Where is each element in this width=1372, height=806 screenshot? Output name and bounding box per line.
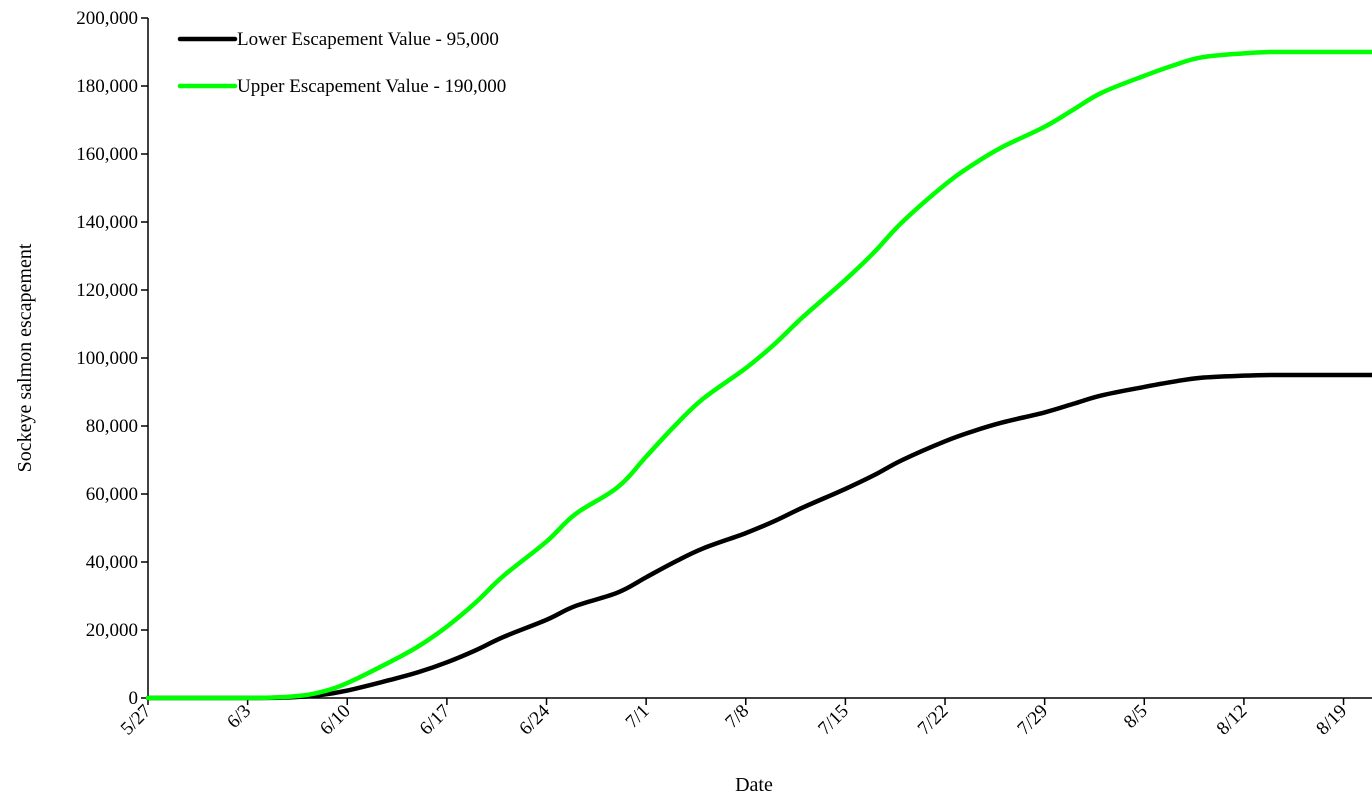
- x-tick-label: 8/19: [1312, 701, 1351, 740]
- legend: Lower Escapement Value - 95,000 Upper Esc…: [177, 29, 506, 97]
- y-tick-label: 20,000: [86, 620, 138, 641]
- x-ticks: 5/27 6/3 6/10 6/17 6/24 7/1 7/8 7/15 7/22 7/29 8/5…: [117, 698, 1351, 739]
- series-layer: [145, 49, 1372, 701]
- y-tick-label: 80,000: [86, 416, 138, 437]
- x-axis-title: Date: [735, 774, 773, 796]
- x-tick-label: 7/22: [914, 701, 953, 740]
- series-line-lower: [145, 372, 1372, 701]
- x-tick-label: 7/15: [814, 701, 853, 740]
- legend-label: Upper Escapement Value - 190,000: [237, 76, 506, 97]
- x-tick-label: 7/1: [622, 701, 654, 733]
- y-tick-label: 140,000: [76, 212, 138, 233]
- x-tick-label: 7/8: [721, 701, 753, 733]
- y-tick-label: 40,000: [86, 552, 138, 573]
- x-tick-label: 6/17: [416, 701, 455, 740]
- axes-layer: 0 20,000 40,000 60,000 80,000 100,000 120,000 1…: [76, 8, 1372, 739]
- x-tick-label: 6/10: [316, 701, 355, 740]
- y-tick-label: 100,000: [76, 348, 138, 369]
- x-tick-label: 6/3: [223, 701, 255, 733]
- y-tick-label: 60,000: [86, 484, 138, 505]
- y-tick-label: 180,000: [76, 76, 138, 97]
- x-tick-label: 8/12: [1213, 701, 1252, 740]
- y-tick-label: 160,000: [76, 144, 138, 165]
- x-tick-label: 6/24: [515, 700, 554, 739]
- y-axis-title: Sockeye salmon escapement: [14, 243, 36, 472]
- x-tick-label: 7/29: [1013, 701, 1052, 740]
- y-tick-label: 120,000: [76, 280, 138, 301]
- series-line-upper: [145, 49, 1372, 701]
- y-ticks: 0 20,000 40,000 60,000 80,000 100,000 120,000 1…: [76, 8, 148, 709]
- x-tick-label: 8/5: [1120, 701, 1152, 733]
- x-tick-label: 5/27: [117, 701, 156, 740]
- y-tick-label: 200,000: [76, 8, 138, 29]
- y-tick-label: 0: [129, 688, 139, 709]
- legend-label: Lower Escapement Value - 95,000: [237, 29, 499, 50]
